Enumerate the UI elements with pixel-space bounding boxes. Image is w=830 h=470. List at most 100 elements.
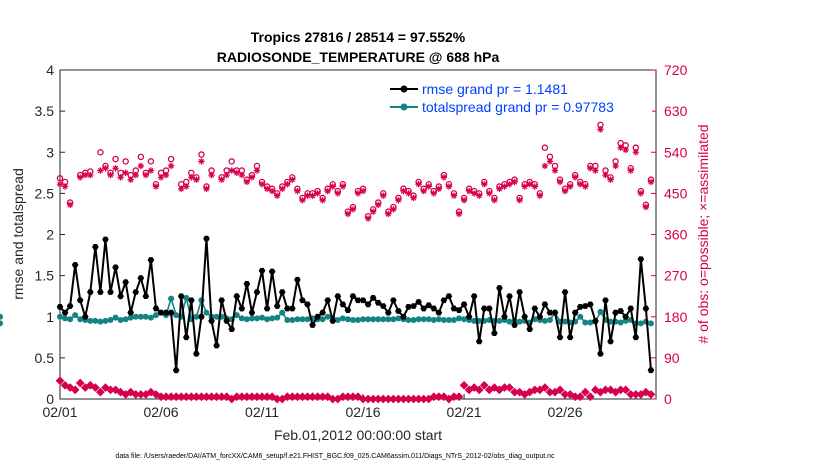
obs-assimilated-point bbox=[561, 187, 569, 195]
obs-assimilated-point bbox=[359, 187, 367, 195]
obs-star-stroke bbox=[279, 186, 285, 192]
obs-assimilated-point bbox=[223, 171, 230, 179]
totalspread-point bbox=[289, 317, 296, 324]
totalspread-point bbox=[496, 317, 503, 324]
obs-low-point bbox=[580, 387, 590, 397]
obs-star-stroke bbox=[355, 190, 361, 197]
totalspread-point bbox=[365, 316, 372, 323]
obs-assimilated-point bbox=[445, 183, 453, 190]
totalspread-point bbox=[410, 317, 417, 324]
rmse-point bbox=[465, 313, 473, 320]
rmse-point bbox=[576, 304, 584, 310]
obs-assimilated-point bbox=[339, 183, 347, 190]
totalspread-point bbox=[203, 309, 210, 316]
obs-assimilated-point bbox=[612, 162, 619, 170]
obs-star-stroke bbox=[163, 172, 169, 178]
y-axis-label: rmse and totalspread bbox=[10, 168, 26, 300]
rmse-point bbox=[167, 309, 175, 316]
obs-star-stroke bbox=[380, 192, 386, 199]
obs-assimilated-point bbox=[506, 181, 513, 188]
obs-assimilated-point bbox=[607, 176, 614, 183]
totalspread-point bbox=[72, 312, 79, 319]
rmse-point bbox=[521, 313, 528, 320]
obs-star-stroke bbox=[638, 190, 644, 197]
y-tick-label: 2.5 bbox=[35, 185, 55, 201]
totalspread-point bbox=[67, 316, 74, 323]
totalspread-point bbox=[233, 312, 240, 319]
obs-star-stroke bbox=[516, 197, 523, 203]
rmse-point bbox=[551, 309, 559, 316]
obs-star-stroke bbox=[249, 174, 255, 181]
obs-star-stroke bbox=[102, 165, 109, 171]
obs-star-stroke bbox=[511, 179, 518, 185]
obs-star-stroke bbox=[648, 179, 654, 185]
obs-assimilated-point bbox=[218, 176, 225, 183]
x-axis: 02/01 02/06 02/11 02/16 02/21 02/26 bbox=[42, 394, 583, 420]
totalspread-point bbox=[617, 319, 624, 326]
obs-assimilated-point bbox=[107, 171, 114, 179]
totalspread-point bbox=[516, 318, 523, 325]
rmse-point bbox=[541, 301, 549, 308]
rmse-point bbox=[66, 303, 74, 309]
obs-assimilated-point bbox=[647, 178, 655, 186]
rmse-point bbox=[107, 289, 114, 295]
obs-possible-point bbox=[122, 158, 129, 165]
obs-star-stroke bbox=[486, 190, 492, 197]
rmse-point bbox=[314, 313, 321, 320]
totalspread-point bbox=[349, 317, 356, 324]
rmse-point bbox=[617, 308, 624, 314]
totalspread-point bbox=[461, 316, 468, 323]
obs-assimilated-point bbox=[77, 174, 84, 181]
rmse-point bbox=[516, 289, 523, 295]
obs-assimilated-point bbox=[465, 187, 473, 195]
obs-assimilated-point bbox=[66, 201, 74, 208]
obs-star-stroke bbox=[491, 197, 498, 203]
rmse-point bbox=[501, 313, 508, 320]
totalspread-point bbox=[62, 315, 69, 322]
rmse-point bbox=[258, 267, 266, 274]
obs-star-stroke bbox=[587, 165, 594, 171]
obs-star-stroke bbox=[456, 211, 462, 217]
obs-assimilated-point bbox=[597, 126, 604, 133]
obs-assimilated-point bbox=[632, 149, 639, 156]
y2-tick-label: 450 bbox=[664, 185, 688, 201]
obs-star-stroke bbox=[360, 188, 366, 194]
rmse-point bbox=[440, 297, 448, 304]
obs-assimilated-point bbox=[582, 183, 589, 190]
obs-assimilated-point bbox=[617, 144, 624, 151]
obs-star-stroke bbox=[405, 190, 412, 197]
obs-low-series bbox=[57, 377, 656, 404]
obs-star-stroke bbox=[547, 158, 553, 165]
totalspread-point bbox=[168, 295, 175, 302]
obs-assimilated-point bbox=[314, 190, 321, 197]
rmse-point bbox=[193, 350, 200, 357]
totalspread-point bbox=[92, 317, 99, 324]
totalspread-point bbox=[0, 320, 3, 327]
y2-tick-label: 90 bbox=[664, 350, 680, 366]
obs-assimilated-point bbox=[415, 181, 422, 188]
obs-star-stroke bbox=[229, 167, 235, 174]
obs-low-point bbox=[505, 383, 514, 392]
totalspread-point bbox=[264, 316, 271, 323]
rmse-point bbox=[349, 293, 357, 300]
plot-area bbox=[59, 69, 657, 400]
x-axis-label: Feb.01,2012 00:00:00 start bbox=[274, 427, 442, 443]
rmse-point bbox=[642, 305, 650, 312]
obs-star-stroke bbox=[188, 174, 194, 181]
obs-assimilated-point bbox=[455, 210, 463, 218]
obs-assimilated-point bbox=[309, 192, 316, 199]
rmse-point bbox=[385, 309, 392, 316]
x-tick-label: 02/16 bbox=[346, 404, 381, 420]
obs-star-stroke bbox=[77, 174, 83, 181]
rmse-point bbox=[177, 293, 185, 300]
rmse-point bbox=[81, 313, 89, 320]
obs-star-stroke bbox=[415, 181, 422, 187]
rmse-point bbox=[278, 289, 286, 295]
rmse-point bbox=[486, 305, 493, 312]
obs-assimilated-point bbox=[571, 174, 579, 181]
rmse-point bbox=[223, 318, 230, 324]
totalspread-point bbox=[415, 316, 422, 323]
obs-assimilated-point bbox=[147, 167, 155, 174]
obs-star-stroke bbox=[138, 163, 144, 169]
